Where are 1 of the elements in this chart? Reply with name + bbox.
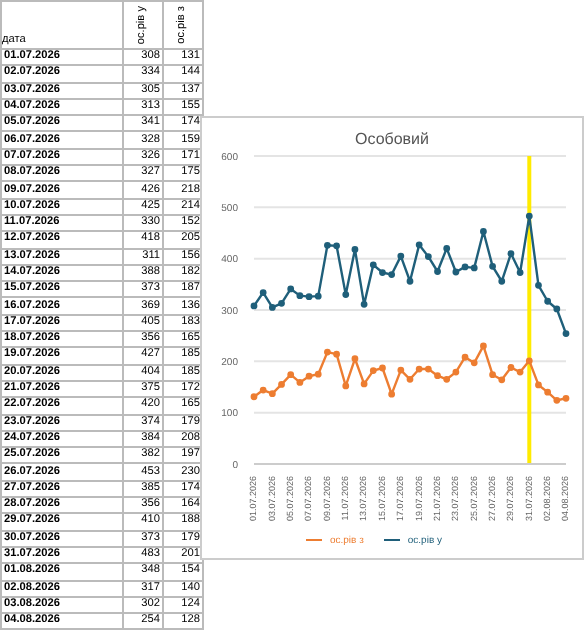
chart-title: Особовий [353,130,431,148]
